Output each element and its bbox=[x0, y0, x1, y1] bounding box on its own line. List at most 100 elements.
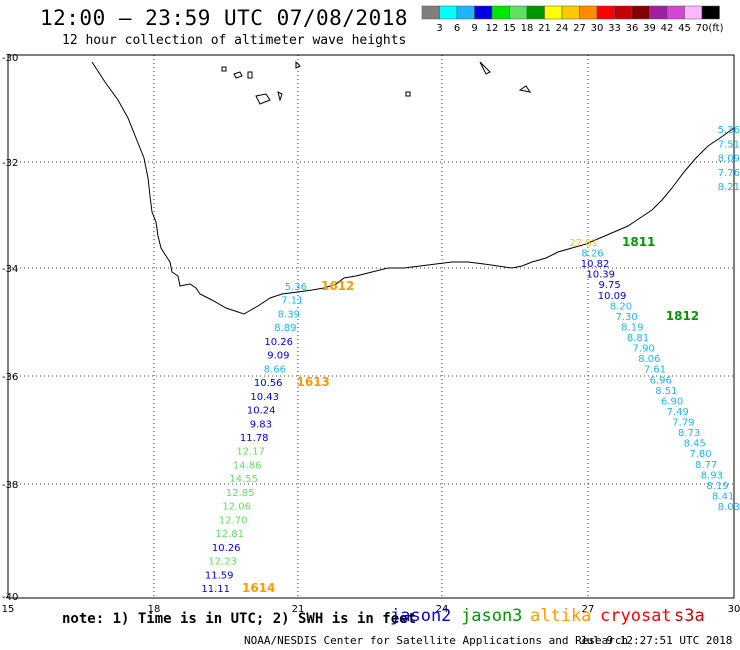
wave-height-label: 7.51 bbox=[718, 139, 740, 150]
pass-time-label: 1811 bbox=[622, 235, 655, 249]
wave-height-label: 12.70 bbox=[219, 515, 248, 526]
colorbar-legend: 3 6 9 12 15 18 21 24 27 30 33 36 39 42 45 70 (ft) bbox=[421, 5, 724, 34]
colorbar-tick-label: 15 bbox=[503, 23, 516, 34]
longitude-label: 21 bbox=[292, 604, 305, 615]
colorbar-swatch bbox=[491, 5, 510, 20]
wave-height-label: 10.26 bbox=[264, 337, 293, 348]
wave-height-label: 8.93 bbox=[701, 470, 723, 481]
wave-height-label: 8.03 bbox=[718, 502, 740, 513]
latitude-label: -32 bbox=[2, 158, 18, 169]
wave-height-label: 10.56 bbox=[254, 378, 283, 389]
wave-height-label: 11.11 bbox=[201, 584, 230, 595]
colorbar-swatch bbox=[579, 5, 598, 20]
wave-height-label: 8.73 bbox=[678, 428, 700, 439]
colorbar-swatch bbox=[421, 5, 440, 20]
footer-note: note: 1) Time is in UTC; 2) SWH is in fe… bbox=[62, 611, 417, 627]
legend-cryosat: cryosat bbox=[600, 606, 672, 626]
wave-height-label: 12.06 bbox=[222, 502, 251, 513]
colorbar-tick-label: 70 bbox=[696, 23, 709, 34]
wave-height-label: 9.75 bbox=[598, 280, 620, 291]
longitude-label: 18 bbox=[148, 604, 161, 615]
legend-jason2: jason2 bbox=[390, 606, 452, 626]
wave-height-label: 10.82 bbox=[581, 259, 610, 270]
colorbar-swatch bbox=[439, 5, 458, 20]
wave-height-label: 8.26 bbox=[581, 249, 603, 260]
wave-height-label: 12.81 bbox=[215, 529, 244, 540]
wave-height-label: 8.19 bbox=[706, 481, 728, 492]
colorbar-swatch bbox=[509, 5, 528, 20]
pass-time-label: 1614 bbox=[242, 581, 275, 595]
wave-height-label: 9.83 bbox=[250, 419, 272, 430]
map-title: 12:00 – 23:59 UTC 07/08/2018 bbox=[40, 6, 409, 30]
wave-height-label: 9.09 bbox=[267, 351, 289, 362]
wave-height-label: 6.96 bbox=[650, 375, 672, 386]
wave-height-label: 8.66 bbox=[264, 364, 286, 375]
colorbar-tick-label: 39 bbox=[643, 23, 656, 34]
wave-height-label: 7.76 bbox=[718, 168, 740, 179]
wave-height-label: 10.09 bbox=[598, 291, 627, 302]
latitude-label: -30 bbox=[2, 53, 18, 64]
wave-height-label: 27.81 bbox=[569, 238, 598, 249]
wave-height-label: 7.90 bbox=[633, 344, 655, 355]
colorbar-tick-label: 27 bbox=[573, 23, 586, 34]
wave-height-label: 10.39 bbox=[586, 270, 615, 281]
island-cluster bbox=[221, 60, 532, 105]
legend-altika: altika bbox=[530, 606, 592, 626]
colorbar-tick-label: 42 bbox=[661, 23, 674, 34]
wave-height-label: 5.36 bbox=[718, 125, 740, 136]
colorbar-swatch bbox=[474, 5, 493, 20]
wave-height-label: 8.19 bbox=[621, 322, 643, 333]
colorbar-swatch bbox=[561, 5, 580, 20]
colorbar-swatch bbox=[684, 5, 703, 20]
latitude-label: -38 bbox=[2, 480, 18, 491]
pass-time-label: 1612 bbox=[321, 279, 354, 293]
wave-height-label: 8.41 bbox=[712, 491, 734, 502]
legend-jason3: jason3 bbox=[461, 606, 523, 626]
wave-height-label: 11.78 bbox=[240, 433, 269, 444]
colorbar-swatch bbox=[701, 5, 720, 20]
wave-height-label: 8.81 bbox=[627, 333, 649, 344]
wave-height-label: 7.11 bbox=[281, 296, 303, 307]
wave-height-label: 14.86 bbox=[233, 460, 262, 471]
colorbar-tick-label: 3 bbox=[436, 23, 442, 34]
latitude-label: -34 bbox=[2, 264, 18, 275]
colorbar-unit-label: (ft) bbox=[708, 23, 723, 34]
wave-height-label: 8.45 bbox=[684, 439, 706, 450]
wave-height-label: 12.17 bbox=[236, 447, 265, 458]
wave-height-label: 8.21 bbox=[718, 182, 740, 193]
wave-height-label: 7.49 bbox=[667, 407, 689, 418]
wave-height-label: 10.24 bbox=[247, 406, 276, 417]
wave-height-label: 7.79 bbox=[672, 418, 694, 429]
colorbar-swatch bbox=[666, 5, 685, 20]
colorbar-swatch bbox=[649, 5, 668, 20]
colorbar-swatch bbox=[596, 5, 615, 20]
wave-height-label: 6.90 bbox=[661, 396, 683, 407]
longitude-label: 24 bbox=[436, 604, 449, 615]
colorbar-swatch bbox=[544, 5, 563, 20]
credit-line: NOAA/NESDIS Center for Satellite Applica… bbox=[244, 634, 629, 647]
wave-height-label: 10.26 bbox=[212, 543, 241, 554]
colorbar-tick-label: 9 bbox=[471, 23, 477, 34]
wave-height-label: 14.55 bbox=[229, 474, 258, 485]
pass-time-label: 1613 bbox=[297, 375, 330, 389]
wave-height-label: 8.51 bbox=[655, 386, 677, 397]
wave-height-label: 7.30 bbox=[615, 312, 637, 323]
latitude-label: -36 bbox=[2, 372, 18, 383]
pass-time-label: 1812 bbox=[666, 309, 699, 323]
longitude-label: 15 bbox=[2, 604, 15, 615]
colorbar-swatch bbox=[614, 5, 633, 20]
colorbar-swatch bbox=[456, 5, 475, 20]
colorbar-swatch bbox=[631, 5, 650, 20]
wave-height-label: 8.77 bbox=[695, 460, 717, 471]
colorbar-tick-label: 33 bbox=[608, 23, 621, 34]
colorbar-tick-label: 24 bbox=[556, 23, 569, 34]
wave-height-label: 8.89 bbox=[274, 323, 296, 334]
colorbar-tick-label: 21 bbox=[538, 23, 551, 34]
altimeter-tracks: 5.36 7.11 8.39 8.89 10.26 9.09 8.66 10.56 10.43 1… bbox=[201, 125, 740, 595]
wave-height-label: 7.61 bbox=[644, 365, 666, 376]
wave-height-label: 7.80 bbox=[689, 449, 711, 460]
generated-timestamp: Jul 9 12:27:51 UTC 2018 bbox=[580, 634, 733, 647]
legend-s3a: s3a bbox=[674, 606, 705, 626]
colorbar-tick-label: 30 bbox=[591, 23, 604, 34]
